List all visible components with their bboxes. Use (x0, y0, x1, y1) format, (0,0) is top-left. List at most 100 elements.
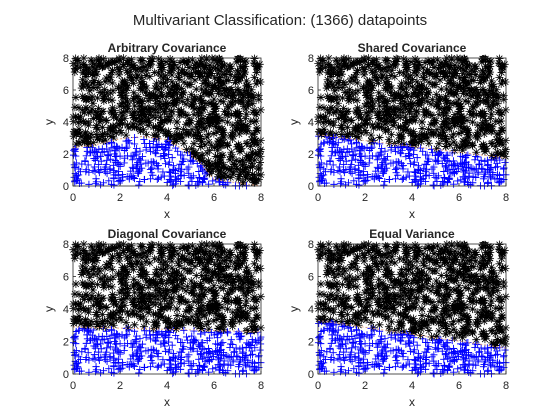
data-point-star (354, 133, 363, 142)
y-tick-label: 2 (308, 149, 314, 161)
data-point-star (219, 79, 228, 88)
data-point-star (123, 307, 132, 316)
data-point-star (387, 91, 396, 100)
data-point-star (109, 321, 118, 330)
data-point-star (197, 137, 206, 146)
data-point-star (223, 102, 232, 111)
data-point-star (420, 110, 429, 119)
data-point-star (386, 88, 395, 97)
data-point-star (252, 108, 261, 117)
data-point-star (200, 124, 209, 133)
data-point-star (233, 66, 242, 75)
y-tick-label: 0 (63, 181, 69, 193)
data-point-star (248, 150, 257, 159)
data-point-star (104, 244, 113, 253)
data-point-star (89, 99, 98, 108)
data-point-star (111, 297, 120, 306)
data-point-star (137, 115, 146, 124)
data-point-star (215, 158, 224, 167)
data-point-star (128, 298, 137, 307)
data-point-plus (327, 152, 335, 160)
data-point-star (70, 254, 79, 263)
data-point-star (228, 152, 237, 161)
data-point-star (183, 95, 192, 104)
data-point-star (243, 309, 252, 318)
data-point-plus (72, 327, 80, 336)
data-point-star (228, 92, 237, 101)
data-point-star (481, 54, 490, 63)
data-point-star (207, 69, 216, 78)
data-point-star (118, 119, 127, 128)
data-point-star (499, 278, 508, 287)
data-point-star (239, 289, 248, 298)
data-point-star (334, 78, 343, 87)
data-point-star (212, 303, 221, 312)
data-point-star (221, 70, 230, 79)
data-point-star (409, 89, 418, 98)
data-point-star (154, 313, 163, 322)
data-point-plus (381, 147, 389, 155)
data-point-star (191, 68, 200, 77)
data-point-star (192, 85, 201, 94)
data-point-star (455, 102, 464, 111)
data-point-star (389, 105, 398, 114)
data-point-star (168, 91, 177, 100)
data-point-star (418, 94, 427, 103)
data-point-star (493, 150, 502, 159)
data-point-star (229, 275, 238, 284)
data-point-star (414, 89, 423, 98)
data-point-star (201, 85, 210, 94)
data-point-star (488, 122, 497, 131)
data-point-star (223, 305, 232, 314)
data-point-star (242, 110, 251, 119)
data-point-star (174, 73, 183, 82)
data-point-star (462, 328, 471, 337)
data-point-plus (393, 164, 401, 172)
data-point-plus (130, 174, 139, 183)
data-point-star (155, 61, 164, 70)
data-point-star (356, 297, 365, 306)
data-point-star (454, 107, 463, 116)
data-point-plus (412, 176, 420, 184)
data-point-star (119, 107, 128, 116)
data-point-star (389, 121, 398, 130)
data-point-star (250, 59, 259, 68)
data-point-plus (89, 166, 97, 175)
data-point-star (228, 322, 237, 331)
data-point-plus (387, 159, 395, 167)
data-point-star (387, 71, 396, 80)
data-point-plus (358, 158, 366, 167)
data-point-star (434, 139, 443, 148)
data-point-star (165, 246, 174, 255)
data-point-plus (414, 162, 423, 170)
data-point-star (100, 271, 109, 280)
data-point-star (406, 57, 415, 66)
data-point-plus (343, 145, 351, 153)
data-point-star (88, 57, 97, 66)
data-point-star (104, 76, 113, 85)
data-point-star (207, 255, 216, 264)
data-point-star (232, 142, 241, 151)
data-point-plus (245, 340, 253, 348)
data-point-star (430, 116, 439, 125)
data-point-star (219, 325, 228, 334)
data-point-star (493, 338, 502, 347)
data-point-plus (224, 329, 232, 337)
data-point-plus (205, 180, 213, 188)
data-point-star (100, 279, 109, 288)
data-point-plus (248, 335, 256, 344)
data-point-star (214, 251, 223, 260)
data-point-star (239, 178, 248, 187)
data-point-star (245, 175, 254, 184)
data-point-plus (316, 164, 324, 172)
data-point-star (193, 126, 202, 135)
data-point-star (138, 86, 147, 95)
data-point-star (213, 324, 222, 333)
data-point-plus (94, 354, 103, 362)
data-point-star (162, 279, 171, 288)
data-point-plus (496, 174, 504, 183)
data-point-plus (142, 146, 150, 154)
data-point-star (473, 121, 482, 130)
data-point-plus (336, 155, 344, 163)
data-point-star (479, 306, 488, 315)
